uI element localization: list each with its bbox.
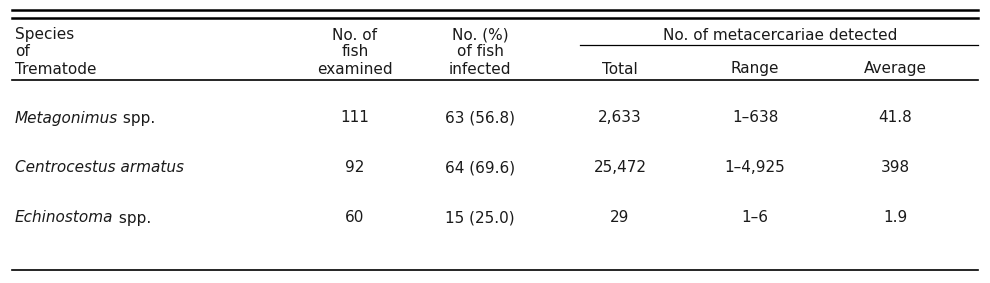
Text: 1.9: 1.9 xyxy=(883,211,907,226)
Text: Centrocestus armatus: Centrocestus armatus xyxy=(15,160,184,175)
Text: Average: Average xyxy=(863,61,927,76)
Text: 25,472: 25,472 xyxy=(593,160,646,175)
Text: Total: Total xyxy=(602,61,638,76)
Text: Range: Range xyxy=(731,61,779,76)
Text: 1–638: 1–638 xyxy=(732,110,778,125)
Text: No. of: No. of xyxy=(333,27,377,42)
Text: spp.: spp. xyxy=(114,211,150,226)
Text: 41.8: 41.8 xyxy=(878,110,912,125)
Text: 63 (56.8): 63 (56.8) xyxy=(445,110,515,125)
Text: Metagonimus: Metagonimus xyxy=(15,110,118,125)
Text: No. of metacercariae detected: No. of metacercariae detected xyxy=(663,27,897,42)
Text: of fish: of fish xyxy=(456,44,504,59)
Text: 15 (25.0): 15 (25.0) xyxy=(446,211,515,226)
Text: 60: 60 xyxy=(346,211,364,226)
Text: spp.: spp. xyxy=(118,110,155,125)
Text: 111: 111 xyxy=(341,110,369,125)
Text: 398: 398 xyxy=(880,160,910,175)
Text: infected: infected xyxy=(448,61,511,76)
Text: 29: 29 xyxy=(610,211,630,226)
Text: of: of xyxy=(15,44,30,59)
Text: Species: Species xyxy=(15,27,74,42)
Text: examined: examined xyxy=(317,61,393,76)
Text: 1–4,925: 1–4,925 xyxy=(725,160,785,175)
Text: 64 (69.6): 64 (69.6) xyxy=(445,160,515,175)
Text: fish: fish xyxy=(342,44,368,59)
Text: 92: 92 xyxy=(346,160,364,175)
Text: 2,633: 2,633 xyxy=(598,110,642,125)
Text: No. (%): No. (%) xyxy=(451,27,508,42)
Text: Trematode: Trematode xyxy=(15,61,96,76)
Text: Echinostoma: Echinostoma xyxy=(15,211,114,226)
Text: 1–6: 1–6 xyxy=(742,211,768,226)
